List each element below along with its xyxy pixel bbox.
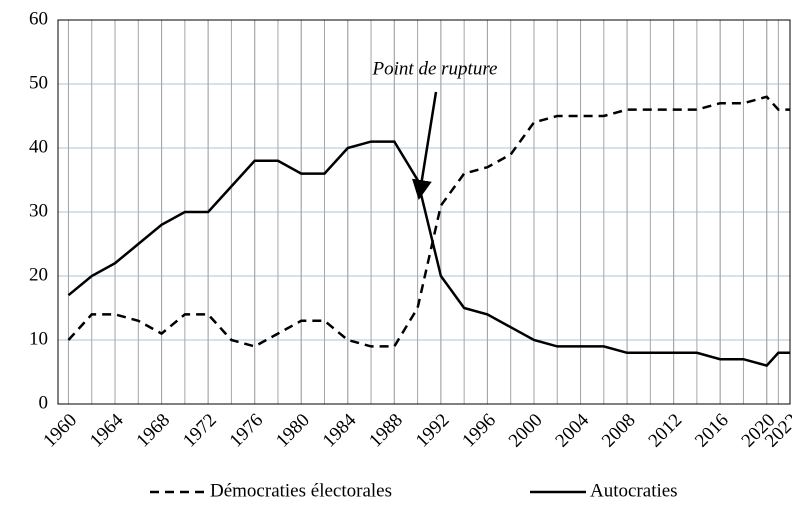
x-tick-label: 1968 (132, 410, 174, 452)
x-tick-label: 2008 (598, 410, 640, 452)
x-tick-label: 1996 (458, 410, 500, 452)
x-tick-label: 1992 (412, 410, 454, 452)
x-tick-label: 2012 (645, 410, 687, 452)
x-tick-label: 2000 (505, 410, 547, 452)
annotation-arrow (411, 91, 438, 200)
x-tick-label: 1960 (39, 410, 81, 452)
x-tick-label: 2016 (691, 410, 733, 452)
line-series (67, 140, 790, 368)
marks (67, 95, 790, 368)
y-tick-label: 50 (29, 72, 48, 93)
y-tick-label: 0 (39, 392, 49, 413)
legend-label: Autocraties (590, 480, 678, 501)
y-tick-label: 30 (29, 200, 48, 221)
y-tick-label: 60 (29, 8, 48, 29)
x-tick-label: 2004 (551, 409, 593, 451)
plot-frame (57, 19, 791, 405)
y-tick-label: 20 (29, 264, 48, 285)
x-tick-label: 1964 (86, 409, 128, 451)
line-series (67, 95, 790, 348)
x-tick-label: 1980 (272, 410, 314, 452)
annotation: Point de rupture (372, 58, 498, 79)
x-tick-label: 1976 (226, 410, 268, 452)
legend-label: Démocraties électorales (210, 480, 392, 501)
x-tick-label: 1984 (319, 409, 361, 451)
x-tick-label: 1988 (365, 410, 407, 452)
y-tick-label: 10 (29, 328, 48, 349)
y-tick-label: 40 (29, 136, 48, 157)
x-tick-label: 1972 (179, 410, 221, 452)
